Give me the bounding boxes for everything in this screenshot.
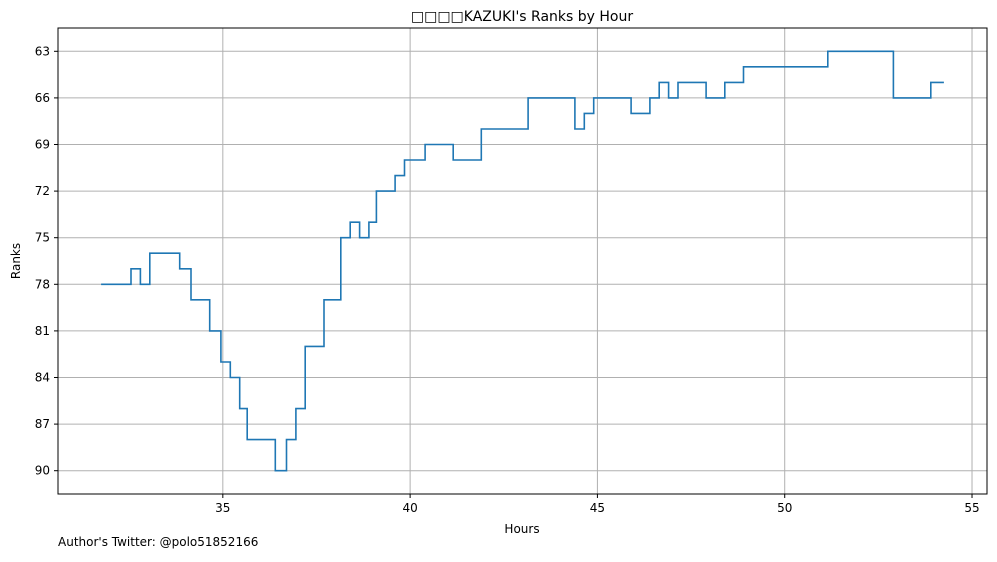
y-tick-label: 72 bbox=[35, 184, 50, 198]
y-tick-label: 69 bbox=[35, 138, 50, 152]
rank-series-line bbox=[101, 50, 944, 472]
x-tick-label: 45 bbox=[590, 501, 605, 515]
y-tick-label: 90 bbox=[35, 464, 50, 478]
plot-frame bbox=[57, 27, 988, 495]
y-axis-ticks: 63 66 69 72 75 78 81 84 87 90 bbox=[35, 44, 58, 478]
y-axis-label: Ranks bbox=[9, 243, 23, 279]
x-tick-label: 55 bbox=[964, 501, 979, 515]
x-tick-label: 35 bbox=[215, 501, 230, 515]
author-credit: Author's Twitter: @polo51852166 bbox=[58, 535, 259, 549]
x-axis-label: Hours bbox=[504, 522, 539, 536]
x-tick-label: 50 bbox=[777, 501, 792, 515]
y-tick-label: 66 bbox=[35, 91, 50, 105]
y-tick-label: 78 bbox=[35, 277, 50, 291]
y-tick-label: 75 bbox=[35, 231, 50, 245]
x-tick-label: 40 bbox=[402, 501, 417, 515]
y-tick-label: 63 bbox=[35, 44, 50, 58]
grid-lines bbox=[58, 28, 987, 494]
y-tick-label: 87 bbox=[35, 417, 50, 431]
x-axis-ticks: 35 40 45 50 55 bbox=[215, 494, 980, 515]
chart-title: □□□□KAZUKI's Ranks by Hour bbox=[411, 9, 633, 25]
series-group bbox=[101, 50, 944, 472]
y-tick-label: 84 bbox=[35, 371, 50, 385]
y-tick-label: 81 bbox=[35, 324, 50, 338]
